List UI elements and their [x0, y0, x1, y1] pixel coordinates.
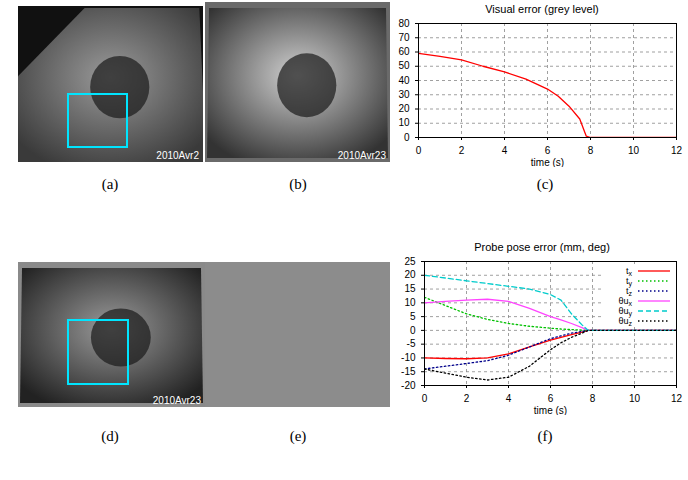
svg-text:2010Avr2: 2010Avr2: [156, 150, 199, 161]
svg-text:20: 20: [404, 269, 416, 280]
svg-text:10: 10: [628, 145, 640, 156]
svg-text:12: 12: [671, 393, 683, 404]
svg-text:25: 25: [404, 256, 416, 267]
svg-text:0: 0: [416, 145, 422, 156]
svg-text:8: 8: [590, 393, 596, 404]
svg-text:2010Avr23: 2010Avr23: [338, 150, 387, 161]
svg-text:-15: -15: [401, 366, 416, 377]
html-text:(c): (c): [536, 176, 554, 192]
svg-text:θux: θux: [618, 296, 632, 307]
svg-text:-20: -20: [401, 380, 416, 391]
svg-text:2: 2: [459, 145, 465, 156]
svg-text:time (s): time (s): [531, 157, 564, 168]
svg-text:5: 5: [410, 311, 416, 322]
html-text:(d): (d): [101, 428, 119, 444]
html-text:Probe pose error (mm, deg): Probe pose error (mm, deg): [474, 241, 610, 253]
svg-text:2010Avr23: 2010Avr23: [153, 395, 202, 406]
html-text:(f): (f): [537, 428, 553, 444]
svg-text:50: 50: [398, 60, 410, 71]
svg-text:4: 4: [506, 393, 512, 404]
svg-text:-5: -5: [407, 338, 416, 349]
svg-text:20: 20: [398, 103, 410, 114]
html-text:(a): (a): [101, 176, 119, 192]
svg-text:8: 8: [588, 145, 594, 156]
svg-text:80: 80: [398, 18, 410, 29]
svg-text:2: 2: [464, 393, 470, 404]
svg-text:tz: tz: [626, 286, 632, 297]
svg-text:10: 10: [398, 117, 410, 128]
html-text:(b): (b): [289, 176, 307, 192]
svg-text:4: 4: [502, 145, 508, 156]
svg-text:-10: -10: [401, 352, 416, 363]
html-text:Visual error (grey level): Visual error (grey level): [485, 3, 599, 15]
svg-text:15: 15: [404, 283, 416, 294]
svg-text:10: 10: [629, 393, 641, 404]
svg-text:6: 6: [548, 393, 554, 404]
svg-text:6: 6: [545, 145, 551, 156]
svg-text:70: 70: [398, 32, 410, 43]
svg-text:ty: ty: [626, 276, 632, 287]
html-text:(e): (e): [289, 428, 307, 444]
svg-text:60: 60: [398, 46, 410, 57]
svg-text:θuz: θuz: [618, 316, 632, 327]
svg-text:40: 40: [398, 75, 410, 86]
svg-text:time (s): time (s): [534, 405, 567, 416]
svg-text:0: 0: [410, 325, 416, 336]
svg-text:30: 30: [398, 89, 410, 100]
svg-text:10: 10: [404, 297, 416, 308]
svg-text:12: 12: [671, 145, 683, 156]
svg-text:θuy: θuy: [618, 306, 632, 317]
svg-text:0: 0: [422, 393, 428, 404]
svg-text:tx: tx: [626, 266, 632, 277]
svg-text:0: 0: [404, 132, 410, 143]
